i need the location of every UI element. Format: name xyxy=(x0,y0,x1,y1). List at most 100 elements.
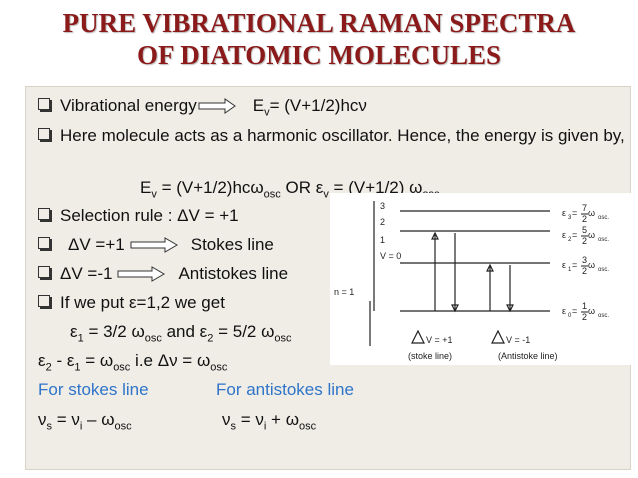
text: ε xyxy=(70,322,78,341)
text: E xyxy=(140,178,152,197)
line: For antistokes line xyxy=(216,380,354,400)
text: s xyxy=(230,420,237,433)
text: = (V+1/2)hcν xyxy=(269,96,367,115)
energy-index: 0 xyxy=(568,313,572,319)
text: osc xyxy=(113,361,131,374)
line: For stokes line xyxy=(38,380,149,400)
energy-index: 3 xyxy=(568,215,572,221)
omega: ω xyxy=(588,208,595,218)
energy-eq: = xyxy=(572,306,577,316)
energy-eq: = xyxy=(572,260,577,270)
text: - ε xyxy=(51,351,75,370)
energy-index: 2 xyxy=(568,237,572,243)
text: = 5/2 ω xyxy=(213,322,275,341)
text: 1 xyxy=(77,332,84,345)
fraction-den: 2 xyxy=(582,312,587,322)
n-label: n = 1 xyxy=(334,287,354,297)
text: ΔV =+1 xyxy=(68,235,125,254)
text: 2 xyxy=(45,361,52,374)
text: ν xyxy=(38,410,47,429)
text: E xyxy=(252,96,265,115)
text: = ω xyxy=(80,351,114,370)
text: Vibrational energy xyxy=(60,96,197,115)
osc: osc. xyxy=(598,215,609,221)
fraction-num: 3 xyxy=(582,255,587,265)
level-label: V = 0 xyxy=(380,251,401,261)
text: ΔV =-1 xyxy=(60,264,113,283)
line: Vibrational energy Ev= (V+1/2)hcν xyxy=(38,96,367,118)
title: OF DIATOMIC MOLECULES xyxy=(136,40,502,70)
line: ΔV =-1 Antistokes line xyxy=(38,264,288,284)
text: osc xyxy=(114,420,132,433)
arrow xyxy=(130,237,178,253)
text: ν xyxy=(222,410,231,429)
text: For antistokes line xyxy=(216,380,354,399)
text: osc xyxy=(298,420,317,433)
title: PURE VIBRATIONAL RAMAN SPECTRA xyxy=(62,8,576,38)
energy-eq: = xyxy=(572,208,577,218)
fraction-num: 5 xyxy=(582,225,587,235)
osc: osc. xyxy=(598,237,609,243)
text: i xyxy=(79,420,83,433)
osc: osc. xyxy=(598,313,609,319)
level-label: 2 xyxy=(380,217,385,227)
text: v xyxy=(323,188,329,201)
line: ΔV =+1 Stokes line xyxy=(38,235,274,255)
arrow xyxy=(198,98,236,114)
line: νs = νi + ωosc xyxy=(222,410,316,432)
level-label: 3 xyxy=(380,201,385,211)
line: Here molecule acts as a harmonic oscilla… xyxy=(38,124,638,147)
text: + ω xyxy=(266,410,299,429)
fraction-num: 7 xyxy=(582,203,587,213)
text: osc xyxy=(263,188,281,201)
energy-symbol: ε xyxy=(562,208,566,218)
level-label: 1 xyxy=(380,235,385,245)
text: 1 xyxy=(74,361,81,374)
text: osc xyxy=(274,332,292,345)
text: = (V+1/2) ω xyxy=(328,178,423,197)
text: ε xyxy=(38,351,46,370)
text: Here molecule acts as a harmonic oscilla… xyxy=(60,126,625,145)
text: i.e Δν = ω xyxy=(130,351,211,370)
energy-eq: = xyxy=(572,230,577,240)
text: v xyxy=(264,106,270,119)
text: = ν xyxy=(52,410,80,429)
line: ε2 - ε1 = ωosc i.e Δν = ωosc xyxy=(38,351,227,373)
fraction-num: 1 xyxy=(582,301,587,311)
text: osc xyxy=(144,332,162,345)
caption: (stoke line) xyxy=(408,351,452,361)
omega: ω xyxy=(588,260,595,270)
fraction-den: 2 xyxy=(582,236,587,246)
energy-index: 1 xyxy=(568,267,572,273)
text: Stokes line xyxy=(190,235,274,254)
text: – ω xyxy=(82,410,115,429)
fraction-den: 2 xyxy=(582,266,587,276)
text: i xyxy=(263,420,267,433)
text: = 3/2 ω xyxy=(83,322,145,341)
text: 2 xyxy=(207,332,214,345)
energy-symbol: ε xyxy=(562,230,566,240)
omega: ω xyxy=(588,230,595,240)
line: Selection rule : ΔV = +1 xyxy=(38,206,239,226)
line: ε1 = 3/2 ωosc and ε2 = 5/2 ωosc xyxy=(70,322,292,344)
text: = ν xyxy=(236,410,264,429)
text: For stokes line xyxy=(38,380,149,399)
arrow xyxy=(117,266,166,282)
caption: (Antistoke line) xyxy=(498,351,558,361)
fraction-den: 2 xyxy=(582,214,587,224)
transition-label: V = +1 xyxy=(426,335,453,345)
text: OR ε xyxy=(280,178,324,197)
text: Antistokes line xyxy=(178,264,289,283)
text: osc xyxy=(210,361,228,374)
omega: ω xyxy=(588,306,595,316)
text: v xyxy=(151,188,157,201)
text: Selection rule : ΔV = +1 xyxy=(60,206,239,225)
text: and ε xyxy=(161,322,208,341)
text: = (V+1/2)hcω xyxy=(156,178,264,197)
text: s xyxy=(46,420,53,433)
osc: osc. xyxy=(598,267,609,273)
text: If we put ε=1,2 we get xyxy=(60,293,225,312)
energy-symbol: ε xyxy=(562,260,566,270)
